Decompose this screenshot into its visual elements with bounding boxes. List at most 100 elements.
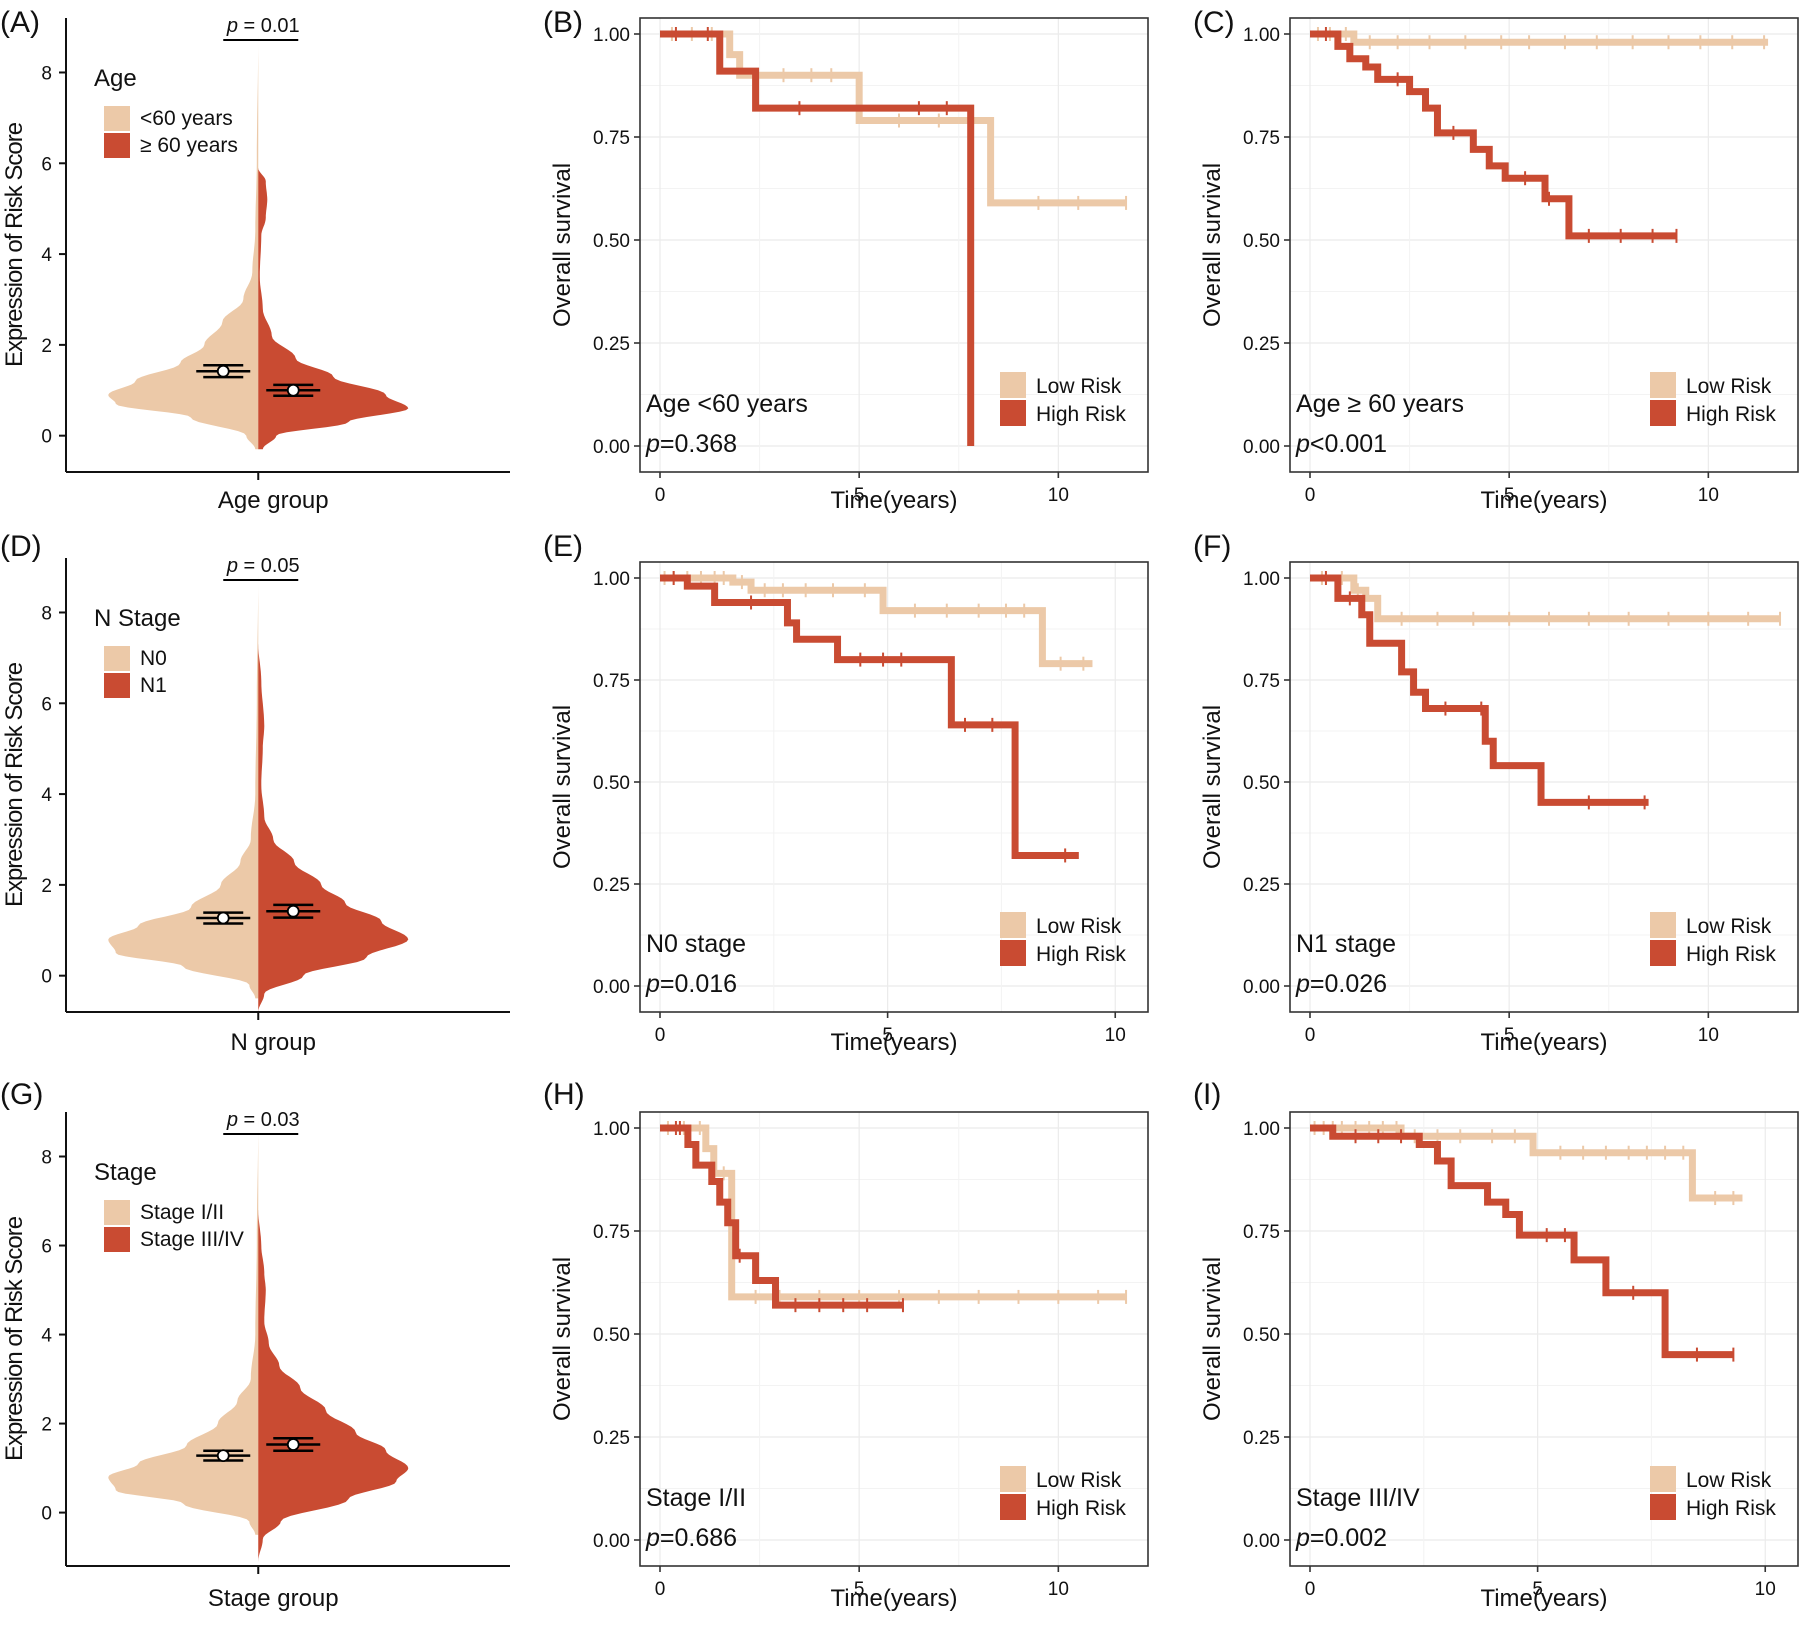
y-axis-title: Expression of Risk Score <box>1 122 28 367</box>
legend-swatch-high <box>104 133 130 158</box>
subgroup-title: N0 stage <box>646 930 746 958</box>
y-axis-title: Overall survival <box>549 1257 576 1421</box>
y-tick-label: 0 <box>41 1504 52 1525</box>
violin-half-high <box>258 1209 409 1562</box>
x-tick-label: 0 <box>655 485 666 506</box>
mean-point <box>286 904 300 918</box>
y-tick-label: 2 <box>41 876 52 897</box>
y-tick-label: 6 <box>41 694 52 715</box>
legend-swatch-low <box>1000 1466 1026 1492</box>
y-tick-label: 0.25 <box>593 1428 630 1449</box>
y-tick-label: 6 <box>41 154 52 175</box>
y-axis-title: Overall survival <box>1199 705 1226 869</box>
violin-half-high <box>258 644 409 1012</box>
y-tick-label: 6 <box>41 1237 52 1258</box>
legend-label: Low Risk <box>1036 1469 1122 1492</box>
legend-swatch-high <box>104 1227 130 1252</box>
y-tick-label: 2 <box>41 1415 52 1436</box>
legend-title: N Stage <box>94 605 181 632</box>
x-axis-title: Time(years) <box>1480 1029 1607 1056</box>
y-tick-label: 0.50 <box>1243 773 1280 794</box>
curve-low-risk <box>660 1124 1127 1301</box>
legend-label: <60 years <box>140 107 233 130</box>
legend-swatch-low <box>1650 1466 1676 1492</box>
legend-swatch-high <box>1650 400 1676 426</box>
x-axis-title: Time(years) <box>830 1029 957 1056</box>
panel-label: (B) <box>543 6 583 39</box>
y-tick-label: 8 <box>41 1148 52 1169</box>
x-axis-title: Time(years) <box>830 1585 957 1612</box>
plot-frame <box>639 17 1149 473</box>
survival-panel-2: (C) 0.00 0.25 0.50 0.75 1.00 0 5 10 Time(years) Ov… <box>1193 6 1799 514</box>
y-tick-label: 4 <box>41 785 52 806</box>
p-value-label: p = 0.01 <box>226 15 300 37</box>
legend-swatch-high <box>1650 1494 1676 1520</box>
y-tick-label: 0.50 <box>1243 1325 1280 1346</box>
y-tick-label: 8 <box>41 63 52 84</box>
legend-title: Age <box>94 65 137 92</box>
legend-label: N1 <box>140 674 167 697</box>
curve-high-risk <box>660 1124 903 1309</box>
x-tick-label: 5 <box>882 1025 893 1046</box>
y-tick-label: 0.50 <box>1243 231 1280 252</box>
y-tick-label: 2 <box>41 336 52 357</box>
legend-swatch-low <box>104 106 130 131</box>
legend-label: High Risk <box>1686 943 1776 966</box>
subgroup-title: Stage I/II <box>646 1484 746 1512</box>
x-tick-label: 0 <box>1305 485 1316 506</box>
y-tick-label: 0.50 <box>593 773 630 794</box>
x-tick-label: 10 <box>1105 1025 1126 1046</box>
x-tick-label: 5 <box>854 1579 865 1600</box>
legend-swatch-low <box>104 1200 130 1225</box>
plot-frame <box>639 1111 1149 1567</box>
panel-label: (D) <box>0 530 42 563</box>
y-tick-label: 0.25 <box>1243 875 1280 896</box>
curve-high-risk <box>1310 574 1649 806</box>
violin-half-low <box>108 1120 259 1535</box>
survival-panel-8: (I) 0.00 0.25 0.50 0.75 1.00 0 5 10 Time(years) Ov… <box>1193 1078 1799 1612</box>
x-tick-label: 5 <box>854 485 865 506</box>
x-axis-title: Time(years) <box>830 487 957 514</box>
survival-panel-4: (E) 0.00 0.25 0.50 0.75 1.00 0 5 10 Time(years) Ov… <box>543 530 1149 1056</box>
curve-high-risk <box>660 30 975 446</box>
y-axis-title: Overall survival <box>1199 163 1226 327</box>
y-tick-label: 1.00 <box>1243 25 1280 46</box>
violin-panel-3: (D) 0 2 4 6 8 N group Expression of Risk Score p… <box>0 530 510 1056</box>
subgroup-title: Age <60 years <box>646 390 808 418</box>
legend-title: Stage <box>94 1159 157 1186</box>
x-axis-title: Time(years) <box>1480 1585 1607 1612</box>
curve-high-risk <box>1310 30 1677 240</box>
legend-swatch-low <box>1650 912 1676 938</box>
legend-swatch-high <box>104 673 130 698</box>
panel-label: (A) <box>0 6 40 39</box>
y-tick-label: 0.75 <box>1243 1222 1280 1243</box>
curve-high-risk <box>660 574 1079 859</box>
y-tick-label: 0.00 <box>593 437 630 458</box>
curve-low-risk <box>1310 574 1781 623</box>
p-value-text: p=0.002 <box>1295 1524 1387 1552</box>
y-tick-label: 0.75 <box>593 671 630 692</box>
legend-label: Stage I/II <box>140 1201 224 1224</box>
y-axis-title: Expression of Risk Score <box>1 1216 28 1461</box>
y-tick-label: 0.00 <box>593 977 630 998</box>
p-value-text: p=0.016 <box>645 970 737 998</box>
panel-label: (E) <box>543 530 583 563</box>
legend-label: High Risk <box>1036 943 1126 966</box>
x-tick-label: 0 <box>1305 1025 1316 1046</box>
legend-label: High Risk <box>1686 403 1776 426</box>
legend-label: N0 <box>140 647 167 670</box>
survival-panel-1: (B) 0.00 0.25 0.50 0.75 1.00 0 5 10 Time(years) Ov… <box>543 6 1149 514</box>
legend-swatch-low <box>1650 372 1676 398</box>
violin-half-low <box>108 36 259 450</box>
legend-swatch-low <box>1000 372 1026 398</box>
p-value-text: p=0.686 <box>645 1524 737 1552</box>
x-axis-title: Stage group <box>208 1585 339 1612</box>
y-tick-label: 0.75 <box>593 1222 630 1243</box>
x-tick-label: 10 <box>1048 485 1069 506</box>
legend-label: High Risk <box>1036 1497 1126 1520</box>
plot-frame <box>1289 17 1799 473</box>
legend-label: Low Risk <box>1036 375 1122 398</box>
panel-label: (F) <box>1193 530 1231 563</box>
panel-label: (I) <box>1193 1078 1221 1111</box>
